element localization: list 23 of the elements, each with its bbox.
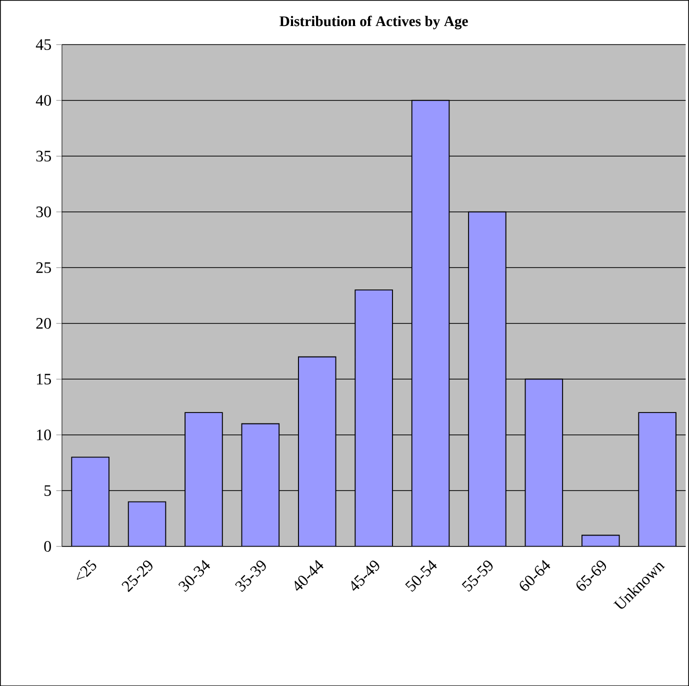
bar (638, 412, 676, 546)
y-tick-label: 20 (36, 318, 51, 329)
chart-title: Distribution of Actives by Age (280, 16, 468, 30)
y-tick-label: 5 (44, 485, 51, 496)
x-tick-label: <25 (76, 560, 96, 580)
bar (354, 289, 393, 546)
bar (298, 356, 336, 546)
y-tick-label: 15 (36, 374, 51, 384)
y-tick-label: 25 (36, 262, 51, 273)
y-tick-label: 45 (36, 39, 51, 50)
bar (468, 211, 506, 546)
y-tick-label: 10 (36, 429, 51, 440)
y-tick-label: 30 (36, 206, 51, 218)
bar (582, 535, 620, 546)
bar (128, 501, 166, 546)
y-tick-label: 35 (36, 150, 51, 162)
bar (524, 378, 564, 546)
bar (184, 412, 223, 546)
bar (411, 100, 450, 546)
y-tick-label: 40 (36, 94, 51, 106)
y-tick-label: 0 (44, 540, 51, 552)
bar (71, 456, 110, 546)
bar (241, 423, 280, 546)
